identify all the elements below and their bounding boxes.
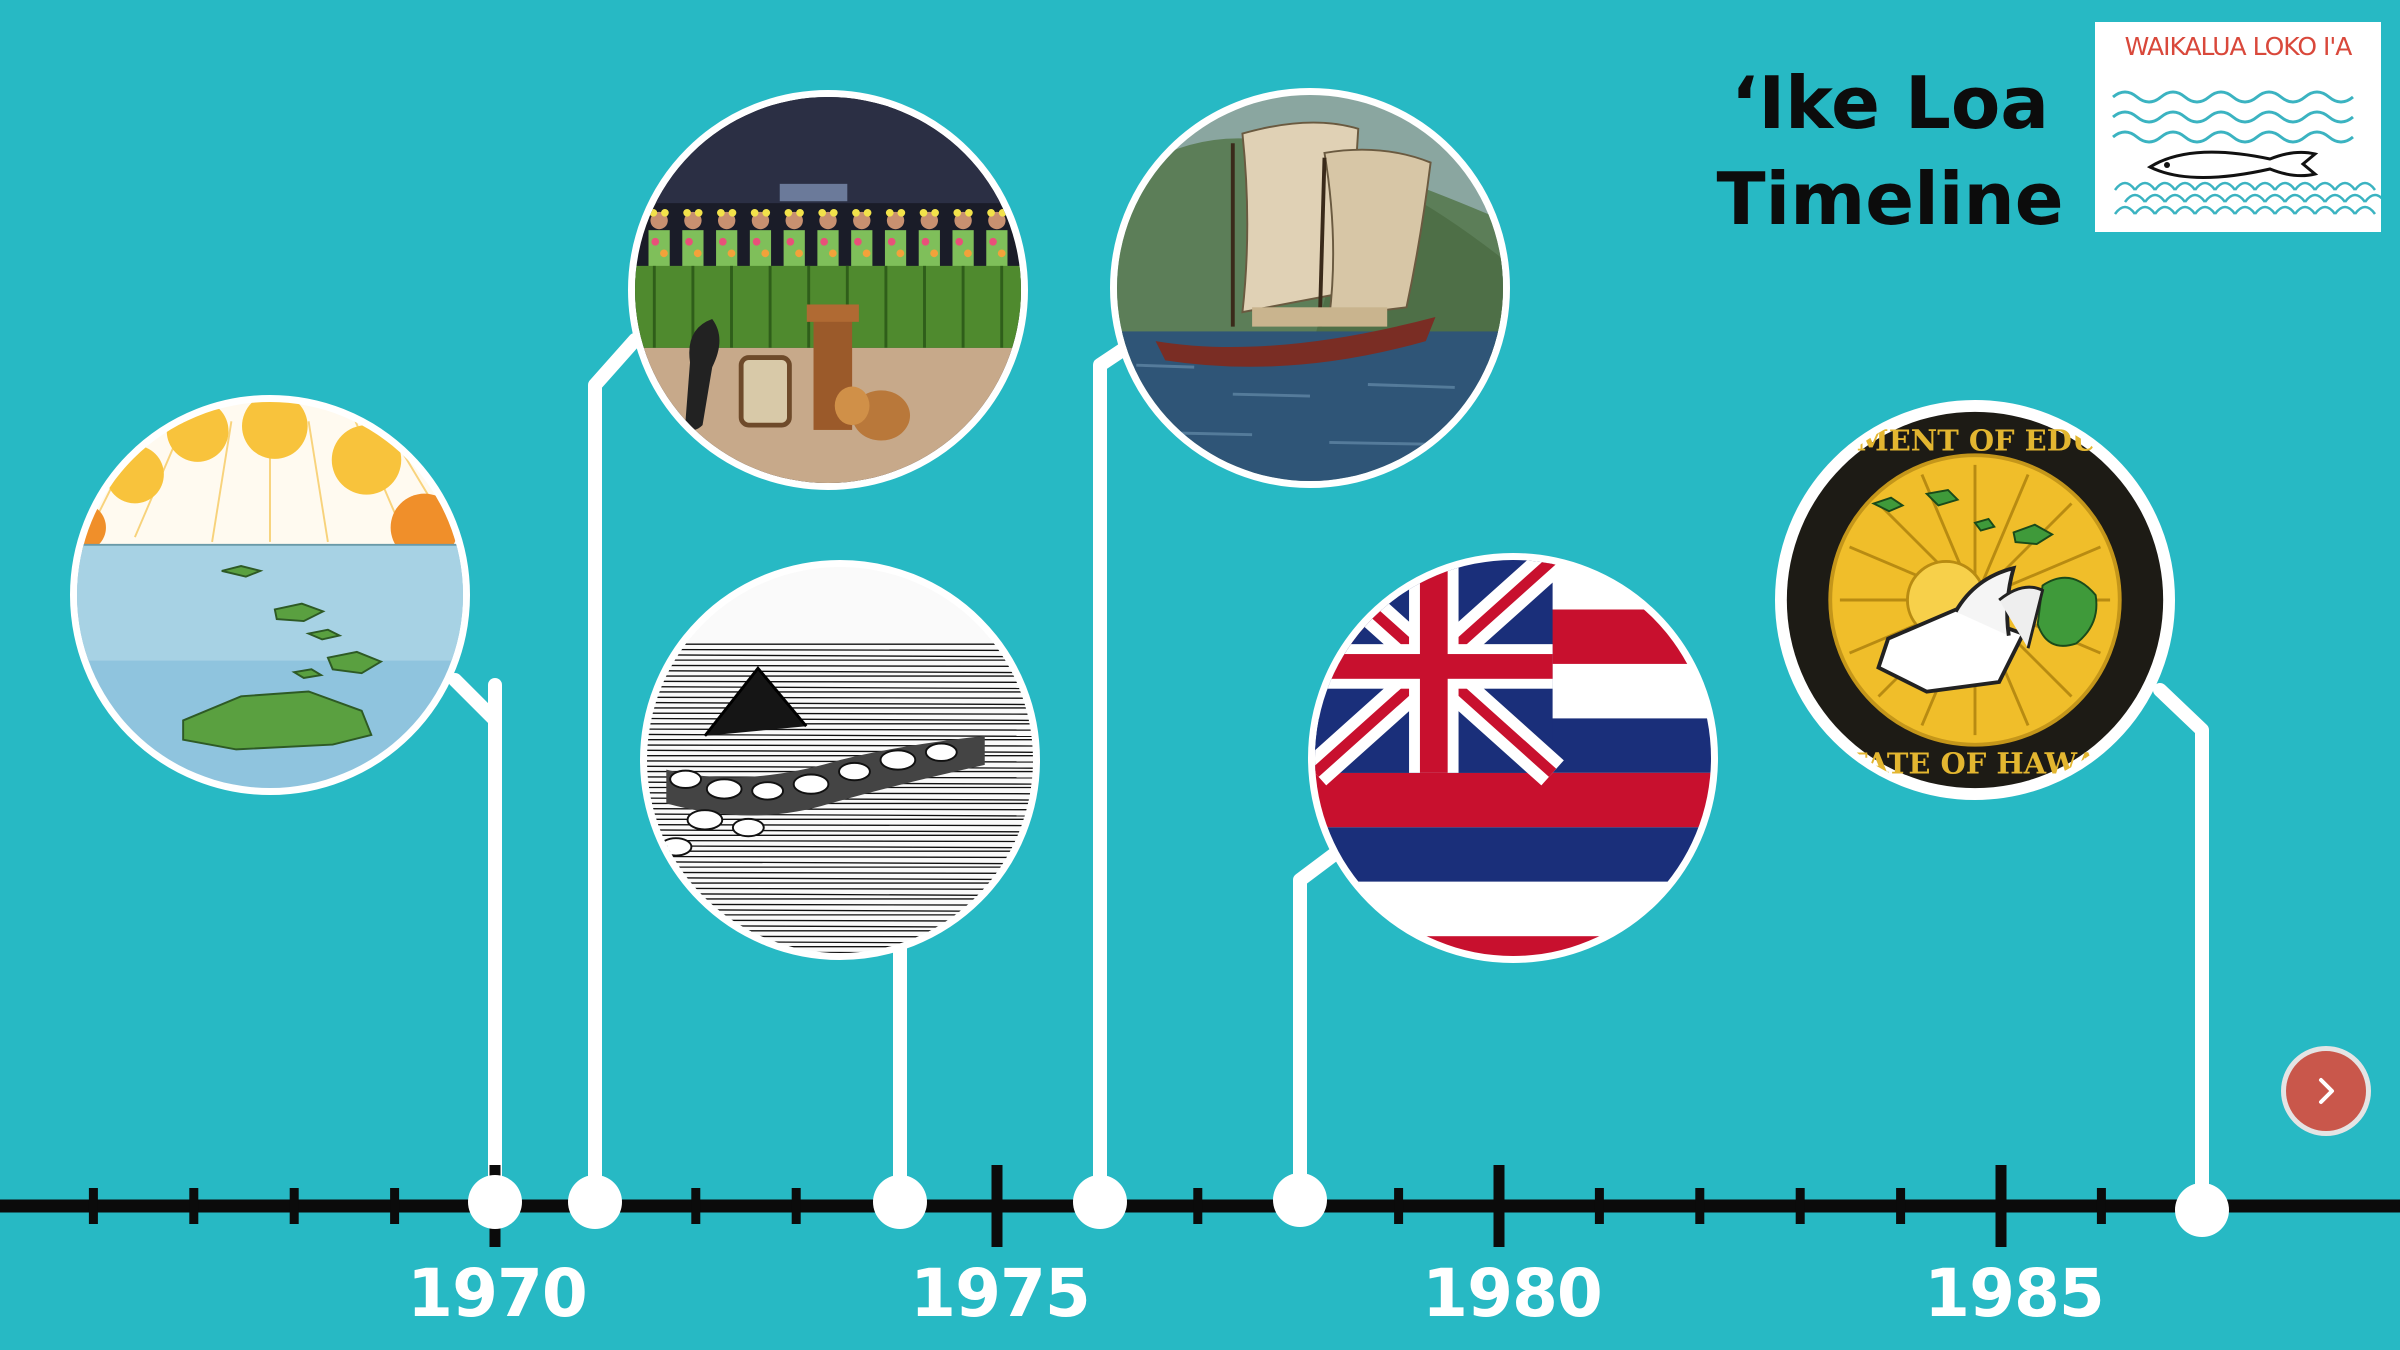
event-image-islands[interactable] [70, 395, 470, 795]
year-label-1980: 1980 [1422, 1255, 1603, 1332]
hawaii-flag [1315, 560, 1711, 956]
dancer [783, 208, 805, 267]
dancer [682, 208, 704, 267]
slide-title-line1: ‘Ike Loa [1731, 61, 2049, 145]
marker-doe-seal [2175, 1183, 2229, 1237]
chevron-right-icon [2319, 1078, 2334, 1104]
marker-fishpond [873, 1175, 927, 1229]
connector-doe-seal [2153, 683, 2209, 1215]
event-image-flag[interactable] [1308, 553, 1718, 963]
event-image-canoe[interactable] [1110, 88, 1510, 488]
marker-islands [468, 1175, 522, 1229]
dancer [648, 208, 670, 267]
event-image-hula[interactable] [628, 90, 1028, 490]
connector-upper-joints [448, 673, 502, 727]
connector-hula [588, 333, 642, 1207]
event-image-doe-seal[interactable]: DEPARTMENT OF EDUCATION STATE OF HAWAII [1775, 400, 2175, 800]
event-markers [468, 1173, 2229, 1237]
dancer [716, 208, 738, 267]
year-label-1975: 1975 [910, 1255, 1091, 1332]
dancer [952, 208, 974, 267]
next-slide-button[interactable] [2281, 1046, 2371, 1136]
dancer [817, 208, 839, 267]
dancer [851, 208, 873, 267]
fishpond-sketch [647, 567, 1033, 953]
dancer [918, 208, 940, 267]
dancer [884, 208, 907, 267]
logo-text: WAIKALUA LOKO I'A [2124, 32, 2353, 61]
marker-hula [568, 1175, 622, 1229]
year-label-1970: 1970 [407, 1255, 588, 1332]
canoe-photo [1117, 95, 1503, 481]
slide-title: ‘Ike Loa Timeline [1690, 55, 2090, 247]
slide-title-line2: Timeline [1716, 157, 2064, 241]
dancer [749, 208, 772, 267]
marker-flag [1273, 1173, 1327, 1227]
hula-photo [635, 97, 1021, 483]
connector-flag [1293, 843, 1347, 1207]
dancer [986, 208, 1008, 267]
marker-canoe [1073, 1175, 1127, 1229]
waikalua-logo: WAIKALUA LOKO I'A [2095, 22, 2381, 232]
event-image-fishpond[interactable] [640, 560, 1040, 960]
islands-illustration [77, 402, 463, 788]
year-label-1985: 1985 [1924, 1255, 2105, 1332]
connector-canoe [1093, 338, 1137, 1207]
logo-waves-fish [2112, 90, 2381, 215]
doe-seal-graphic: DEPARTMENT OF EDUCATION STATE OF HAWAII [1782, 407, 2168, 793]
